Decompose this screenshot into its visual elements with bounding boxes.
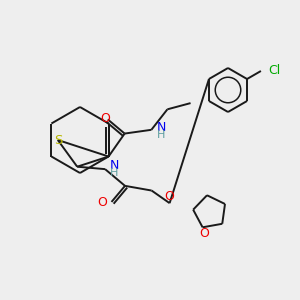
Text: N: N (110, 159, 119, 172)
Text: O: O (165, 190, 175, 203)
Text: H: H (156, 130, 165, 140)
Text: O: O (98, 196, 107, 209)
Text: N: N (156, 121, 166, 134)
Text: S: S (55, 134, 63, 148)
Text: H: H (110, 168, 118, 178)
Text: Cl: Cl (268, 64, 280, 77)
Text: O: O (100, 112, 110, 125)
Text: O: O (200, 227, 209, 240)
